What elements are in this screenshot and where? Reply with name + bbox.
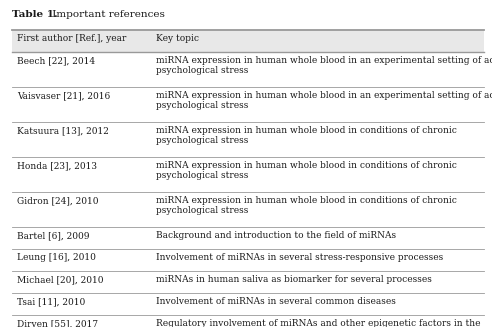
Text: Tsai [11], 2010: Tsai [11], 2010	[17, 297, 85, 306]
Text: miRNA expression in human whole blood in conditions of chronic
psychological str: miRNA expression in human whole blood in…	[156, 196, 457, 215]
Text: Regulatory involvement of miRNAs and other epigenetic factors in the
neuroendocr: Regulatory involvement of miRNAs and oth…	[156, 319, 481, 327]
Text: Dirven [55], 2017: Dirven [55], 2017	[17, 319, 98, 327]
Text: Leung [16], 2010: Leung [16], 2010	[17, 253, 96, 262]
Text: miRNA expression in human whole blood in conditions of chronic
psychological str: miRNA expression in human whole blood in…	[156, 161, 457, 181]
Text: Important references: Important references	[49, 10, 165, 19]
Text: Michael [20], 2010: Michael [20], 2010	[17, 275, 103, 284]
Bar	[12, 30, 484, 52]
Text: Table 1.: Table 1.	[12, 10, 58, 19]
Text: Beech [22], 2014: Beech [22], 2014	[17, 56, 95, 65]
Text: Background and introduction to the field of miRNAs: Background and introduction to the field…	[156, 231, 397, 240]
Text: Involvement of miRNAs in several common diseases: Involvement of miRNAs in several common …	[156, 297, 396, 306]
Text: First author [Ref.], year: First author [Ref.], year	[17, 34, 126, 43]
Text: miRNA expression in human whole blood in conditions of chronic
psychological str: miRNA expression in human whole blood in…	[156, 126, 457, 146]
Text: Honda [23], 2013: Honda [23], 2013	[17, 161, 97, 170]
Text: Key topic: Key topic	[156, 34, 199, 43]
Text: miRNA expression in human whole blood in an experimental setting of acute
psycho: miRNA expression in human whole blood in…	[156, 56, 492, 76]
Text: miRNAs in human saliva as biomarker for several processes: miRNAs in human saliva as biomarker for …	[156, 275, 432, 284]
Text: Involvement of miRNAs in several stress-responsive processes: Involvement of miRNAs in several stress-…	[156, 253, 443, 262]
Text: Vaisvaser [21], 2016: Vaisvaser [21], 2016	[17, 91, 110, 100]
Text: miRNA expression in human whole blood in an experimental setting of acute
psycho: miRNA expression in human whole blood in…	[156, 91, 492, 111]
Text: Bartel [6], 2009: Bartel [6], 2009	[17, 231, 90, 240]
Text: Katsuura [13], 2012: Katsuura [13], 2012	[17, 126, 109, 135]
Text: Gidron [24], 2010: Gidron [24], 2010	[17, 196, 98, 205]
